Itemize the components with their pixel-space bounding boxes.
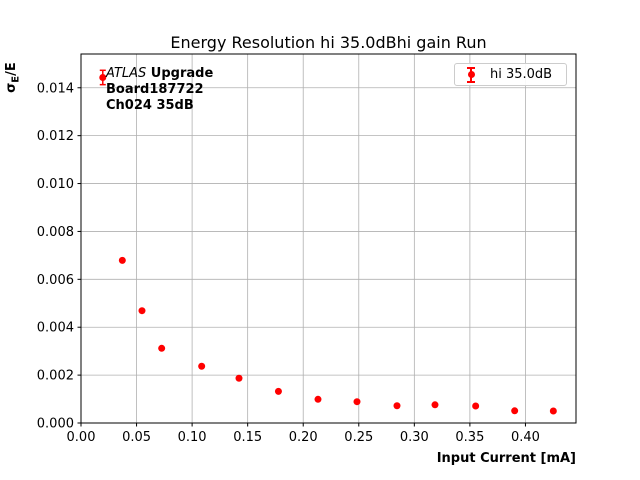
annotation-text: ATLAS Upgrade Board187722 Ch024 35dB: [106, 66, 213, 114]
annotation-upgrade: Upgrade: [146, 66, 214, 81]
legend-errorbar-cap-bottom: [467, 80, 475, 83]
data-point: [431, 401, 439, 409]
y-tick-label: 0.008: [37, 225, 74, 240]
data-point: [198, 362, 206, 370]
data-point: [274, 387, 282, 395]
data-point: [393, 402, 401, 410]
x-tick-label: 0.05: [122, 430, 151, 445]
x-tick-label: 0.15: [233, 430, 262, 445]
x-tick-label: 0.35: [455, 430, 484, 445]
y-axis-label-sigma: σ: [4, 82, 19, 93]
y-tick-label: 0.006: [37, 273, 74, 288]
y-axis-label: σE/E: [4, 59, 22, 96]
legend-errorbar-dot: [467, 71, 475, 78]
y-tick-label: 0.010: [37, 177, 74, 192]
data-point: [549, 407, 557, 415]
y-tick-label: 0.014: [37, 81, 74, 96]
x-tick-label: 0.10: [178, 430, 207, 445]
annotation-line-2: Board187722: [106, 82, 204, 97]
legend-errorbar-cap-top: [467, 66, 475, 69]
data-point: [353, 398, 361, 406]
x-axis-label: Input Current [mA]: [436, 451, 576, 466]
annotation-line-3: Ch024 35dB: [106, 98, 194, 113]
y-tick-label: 0.002: [37, 369, 74, 384]
data-point: [472, 402, 480, 410]
data-point: [314, 395, 322, 403]
y-tick-label: 0.004: [37, 321, 74, 336]
y-tick-label: 0.000: [37, 417, 74, 432]
x-tick-label: 0.40: [511, 430, 540, 445]
x-tick-label: 0.30: [400, 430, 429, 445]
data-point: [118, 256, 126, 264]
y-axis-label-subscript: E: [10, 75, 22, 83]
y-tick-label: 0.012: [37, 129, 74, 144]
data-point: [235, 374, 243, 382]
y-axis-label-rest: /E: [4, 62, 19, 76]
x-tick-label: 0.20: [289, 430, 318, 445]
x-tick-label: 0.00: [67, 430, 96, 445]
legend-box: hi 35.0dB: [454, 63, 567, 86]
legend-errorbar-marker-icon: [464, 65, 478, 85]
data-point: [99, 73, 107, 81]
annotation-atlas: ATLAS: [106, 66, 147, 81]
annotation-line-1: ATLAS Upgrade: [106, 66, 213, 82]
chart-title: Energy Resolution hi 35.0dBhi gain Run: [170, 33, 487, 52]
data-point: [158, 344, 166, 352]
legend-entry-label: hi 35.0dB: [490, 67, 553, 82]
x-tick-label: 0.25: [344, 430, 373, 445]
axes-spines: [80, 53, 577, 424]
data-point: [511, 407, 519, 415]
data-point: [138, 307, 146, 315]
